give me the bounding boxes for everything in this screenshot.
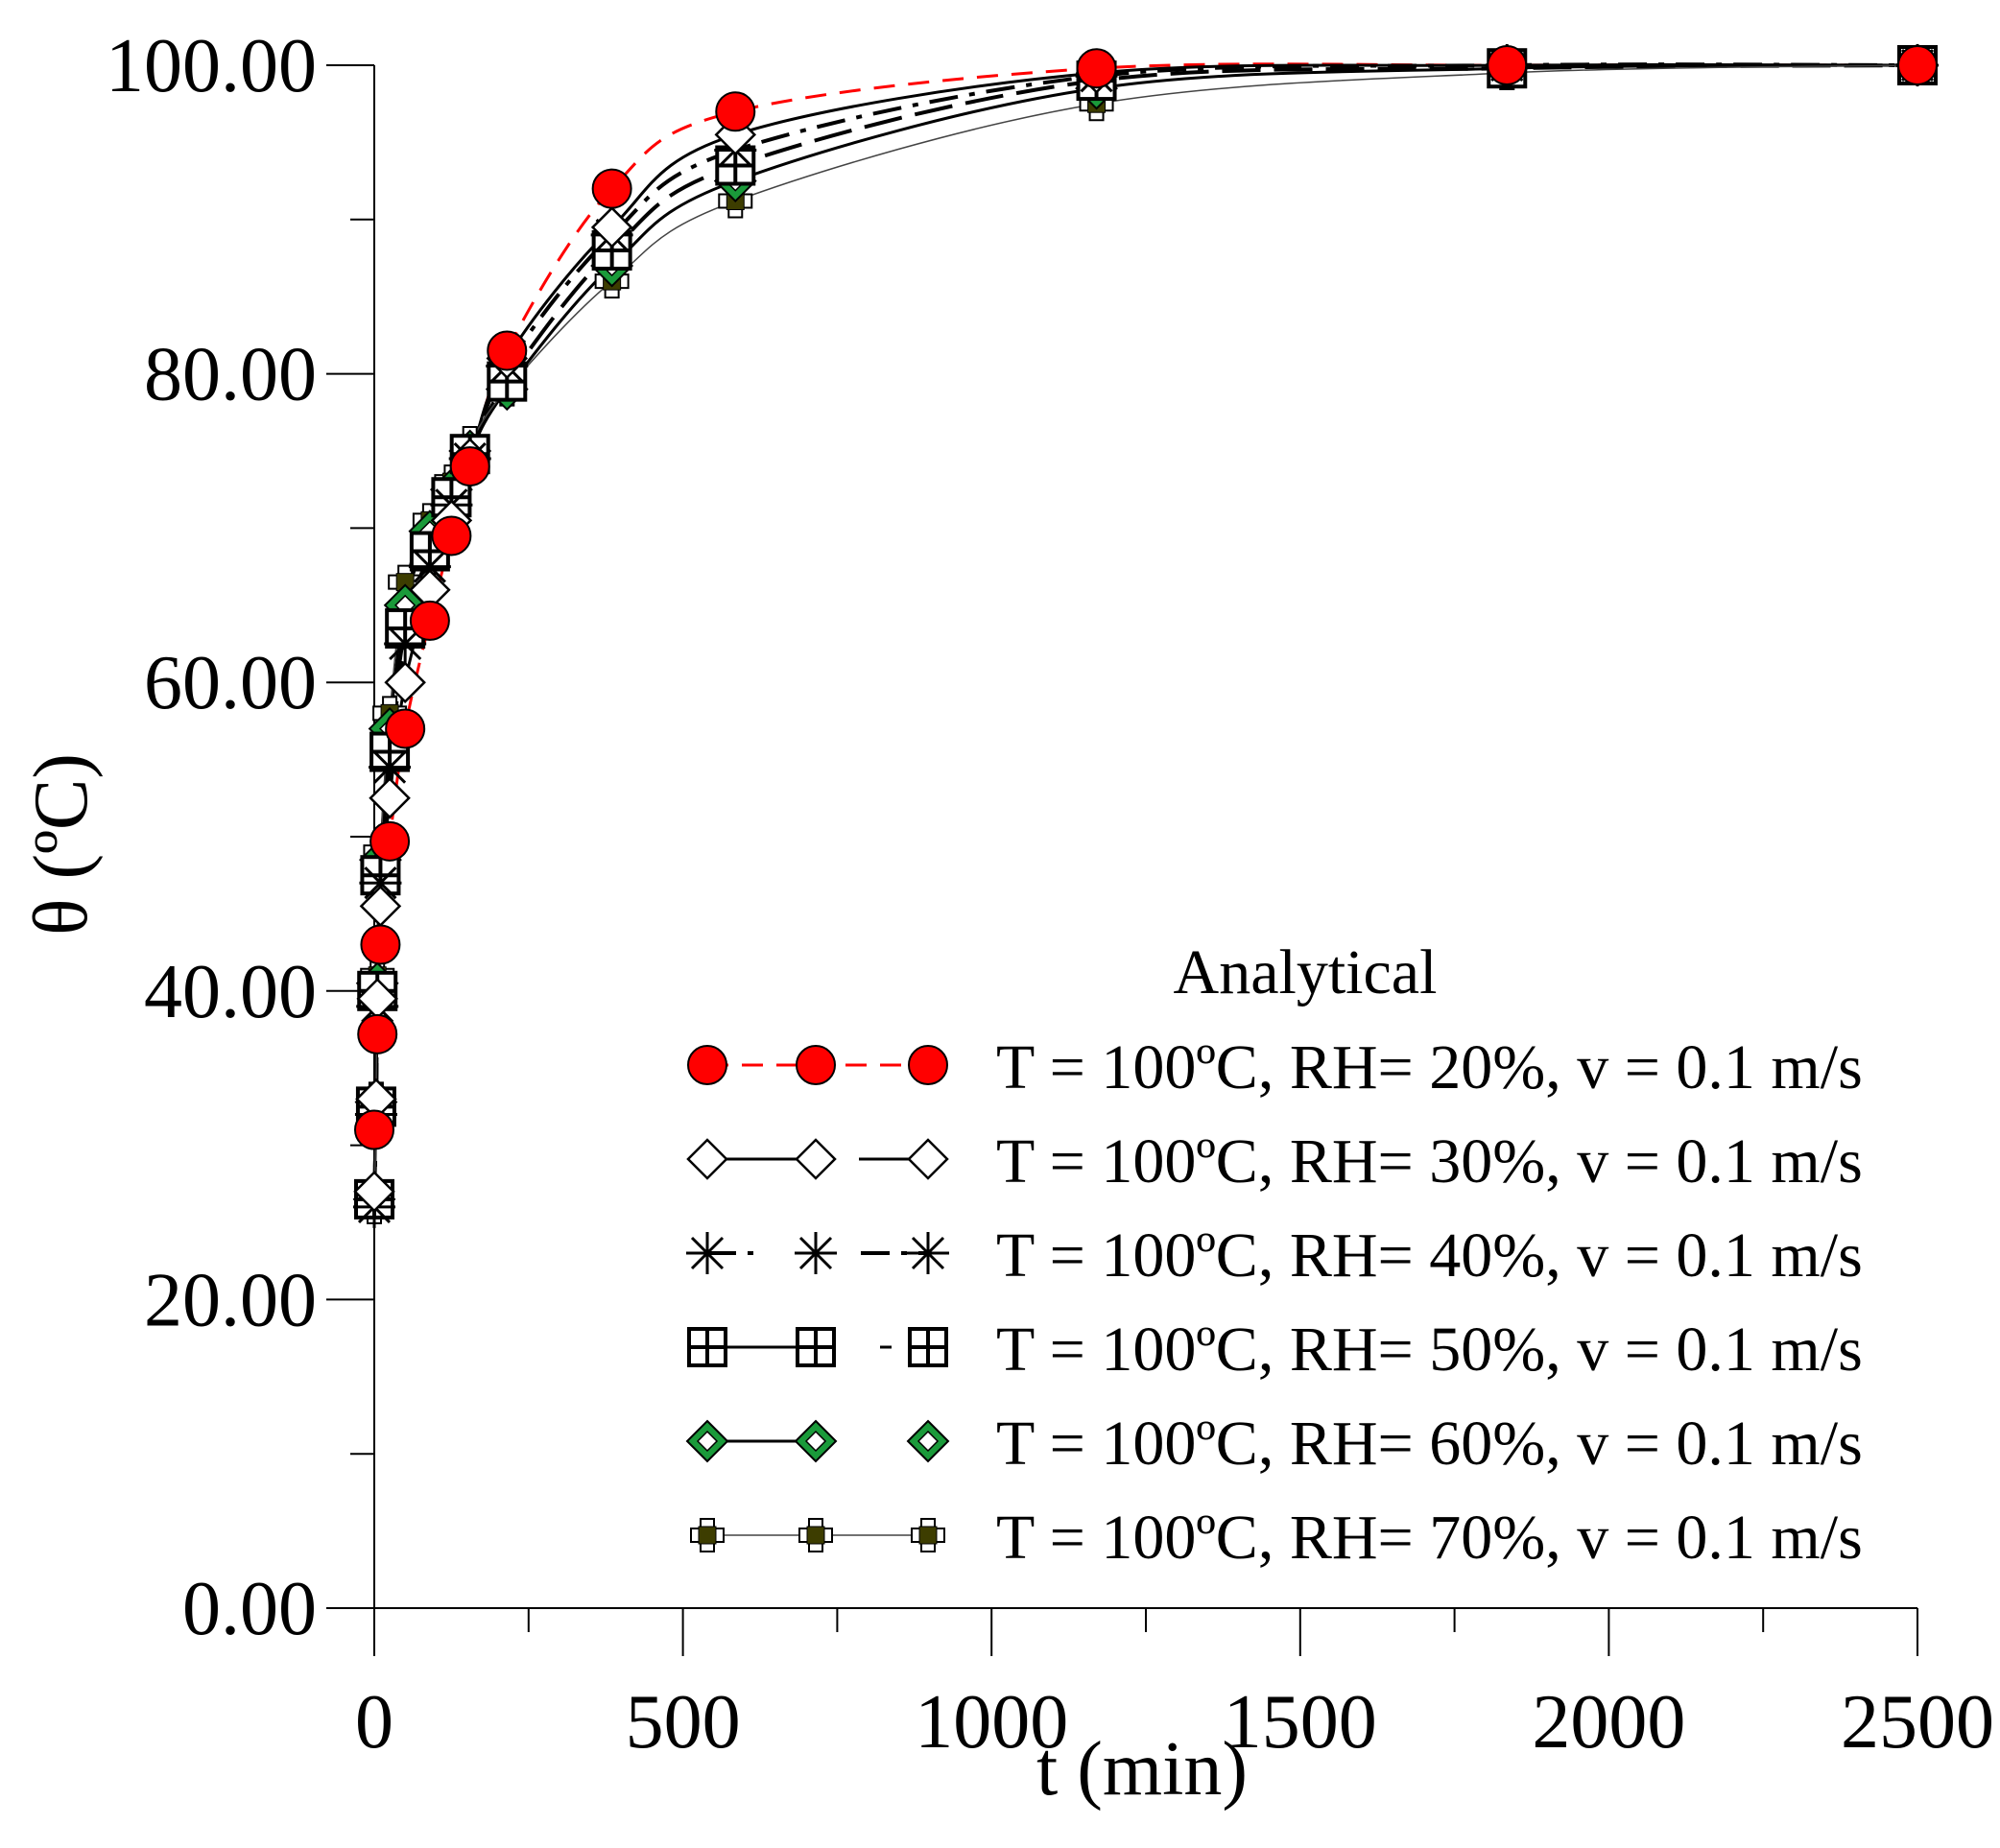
series-1-point [409,600,450,641]
series-1-point [449,446,490,487]
legend-marker [798,1518,833,1552]
x-tick-label: 500 [626,1680,741,1765]
legend-marker [794,1419,838,1463]
legend-marker [796,1327,836,1367]
series-1-point [369,820,411,862]
series-3-point [408,545,451,588]
legend-marker [685,1419,729,1463]
legend-marker [908,1327,948,1367]
legend-marker [687,1327,727,1367]
x-axis-title: t (min) [1036,1727,1248,1812]
series-markers [352,43,1940,1228]
legend-label: T = 100ºC, RH= 20%, v = 0.1 m/s [996,1032,1863,1102]
series-2-point [384,661,426,703]
legend-marker [907,1138,949,1180]
series-1-point [1897,45,1938,85]
series-2-point [353,1171,395,1213]
series-2-point [369,777,411,819]
y-tick-label: 40.00 [144,950,317,1034]
series-1-point [354,1109,394,1150]
series-1-point [357,1013,398,1054]
legend-marker [907,1232,949,1274]
legend-marker [795,1138,837,1180]
series-1-point [591,168,632,209]
axes: 0.00 20.00 40.00 60.00 80.00 100.00 0 500 1000 15… [106,24,1994,1765]
series-1-point [1487,45,1528,85]
legend-marker [690,1518,725,1552]
y-tick-label: 100.00 [106,24,317,108]
legend-entry: T = 100ºC, RH= 50%, v = 0.1 m/s [687,1315,1863,1385]
legend-label: T = 100ºC, RH= 30%, v = 0.1 m/s [996,1126,1863,1196]
series-3-point [369,746,412,789]
legend-label: T = 100ºC, RH= 50%, v = 0.1 m/s [996,1315,1863,1385]
series-3-point [384,623,427,665]
legend-marker [795,1232,837,1274]
legend-marker [686,1138,728,1180]
series-1-point [385,708,426,749]
series-3-point [359,862,402,905]
legend-entry: T = 100ºC, RH= 30%, v = 0.1 m/s [686,1126,1863,1196]
y-axis-title: θ (ºC) [19,753,104,936]
legend-marker [906,1419,950,1463]
legend-label: T = 100ºC, RH= 40%, v = 0.1 m/s [996,1220,1863,1291]
legend: Analytical T = 100ºC, RH= 20%, v = 0.1 m… [685,937,1863,1573]
y-tick-label: 80.00 [144,333,317,417]
legend-marker [908,1045,948,1085]
legend-marker [796,1045,836,1085]
series-1-point [1076,48,1117,89]
series-1-point [487,330,528,371]
series-1-point [360,924,401,965]
legend-marker [911,1518,945,1552]
legend-entry: T = 100ºC, RH= 40%, v = 0.1 m/s [686,1220,1863,1291]
x-tick-label: 0 [355,1680,393,1765]
x-tick-label: 2000 [1532,1680,1685,1765]
legend-title: Analytical [1174,937,1438,1007]
y-tick-label: 20.00 [144,1258,317,1342]
legend-entry: T = 100ºC, RH= 20%, v = 0.1 m/s [687,1032,1863,1102]
y-tick-label: 0.00 [182,1567,317,1651]
legend-marker [686,1232,728,1274]
legend-marker [687,1045,727,1085]
y-tick-label: 60.00 [144,641,317,725]
legend-label: T = 100ºC, RH= 70%, v = 0.1 m/s [996,1503,1863,1573]
series-1-point [431,515,472,557]
x-tick-label: 1000 [915,1680,1068,1765]
series-2-point [590,206,633,249]
legend-label: T = 100ºC, RH= 60%, v = 0.1 m/s [996,1409,1863,1479]
x-tick-label: 2500 [1841,1680,1994,1765]
series-1-point [715,91,756,132]
x-tick-label: 1500 [1224,1680,1377,1765]
legend-entry: T = 100ºC, RH= 60%, v = 0.1 m/s [685,1409,1863,1479]
legend-entry: T = 100ºC, RH= 70%, v = 0.1 m/s [690,1503,1863,1573]
